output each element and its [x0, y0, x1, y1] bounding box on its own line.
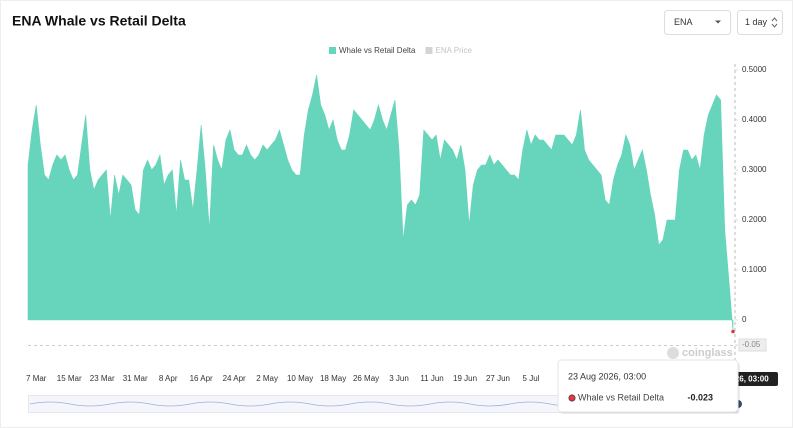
area	[27, 74, 734, 332]
y-tick-box	[738, 338, 767, 352]
chart-title: ENA Whale vs Retail Delta	[12, 13, 186, 29]
crosshair-dot	[731, 329, 735, 334]
y-tick-label: 0.2000	[742, 215, 767, 224]
interval-select[interactable]	[737, 10, 783, 35]
legend-swatch	[329, 47, 336, 54]
x-tick-label: 26 May	[353, 374, 379, 383]
tooltip-dot	[568, 394, 576, 402]
interval-caret	[771, 17, 778, 28]
tooltip-date: 23 Aug 2026, 03:00	[568, 371, 646, 381]
legend-label-inactive: ENA Price	[435, 46, 472, 55]
tooltip-value: -0.023	[687, 392, 713, 402]
legend-swatch-inactive	[425, 47, 433, 54]
x-tick-label: 16 Apr	[190, 374, 213, 383]
tooltip-series: Whale vs Retail Delta	[578, 392, 664, 402]
symbol-select[interactable]	[664, 10, 731, 35]
y-tick-label: 0.3000	[742, 165, 767, 174]
x-tick-label: 24 Apr	[223, 374, 246, 383]
x-tick-label: 2 May	[256, 374, 278, 383]
interval-select-label[interactable]: 1 day	[745, 17, 768, 27]
x-tick-label: 15 Mar	[57, 374, 82, 383]
dropdown-caret	[715, 20, 721, 24]
y-tick-label: 0.1000	[742, 265, 767, 274]
x-tick-label: 10 May	[287, 374, 313, 383]
x-tick-label: 5 Jul	[523, 374, 540, 383]
plot: 0.5000 0.4000 0.3000 0.2000 0.1000 0 -0.05 7 Ma…	[26, 65, 767, 383]
x-tick-label: 31 Mar	[123, 374, 148, 383]
symbol-select-label[interactable]: ENA	[674, 17, 693, 27]
watermark-logo	[667, 347, 679, 359]
y-tick-label: 0	[742, 315, 747, 324]
x-tick-label: 8 Apr	[159, 374, 178, 383]
x-tick-label: 23 Mar	[90, 374, 115, 383]
watermark: coinglass	[682, 347, 733, 359]
y-tick-label: -0.05	[742, 340, 761, 349]
legend: Whale vs Retail Delta ENA Price	[329, 46, 472, 55]
x-tick-label: 27 Jun	[486, 374, 510, 383]
x-tick-label: 11 Jun	[420, 374, 443, 383]
legend-label: Whale vs Retail Delta	[339, 46, 416, 55]
x-tick-label: 19 Jun	[453, 374, 477, 383]
x-tick-label: 7 Mar	[26, 374, 47, 383]
x-tick-label: 18 May	[320, 374, 346, 383]
tooltip	[557, 359, 739, 413]
y-tick-label: 0.5000	[742, 65, 767, 74]
y-tick-label: 0.4000	[742, 115, 767, 124]
x-tick-label: 3 Jun	[389, 374, 409, 383]
